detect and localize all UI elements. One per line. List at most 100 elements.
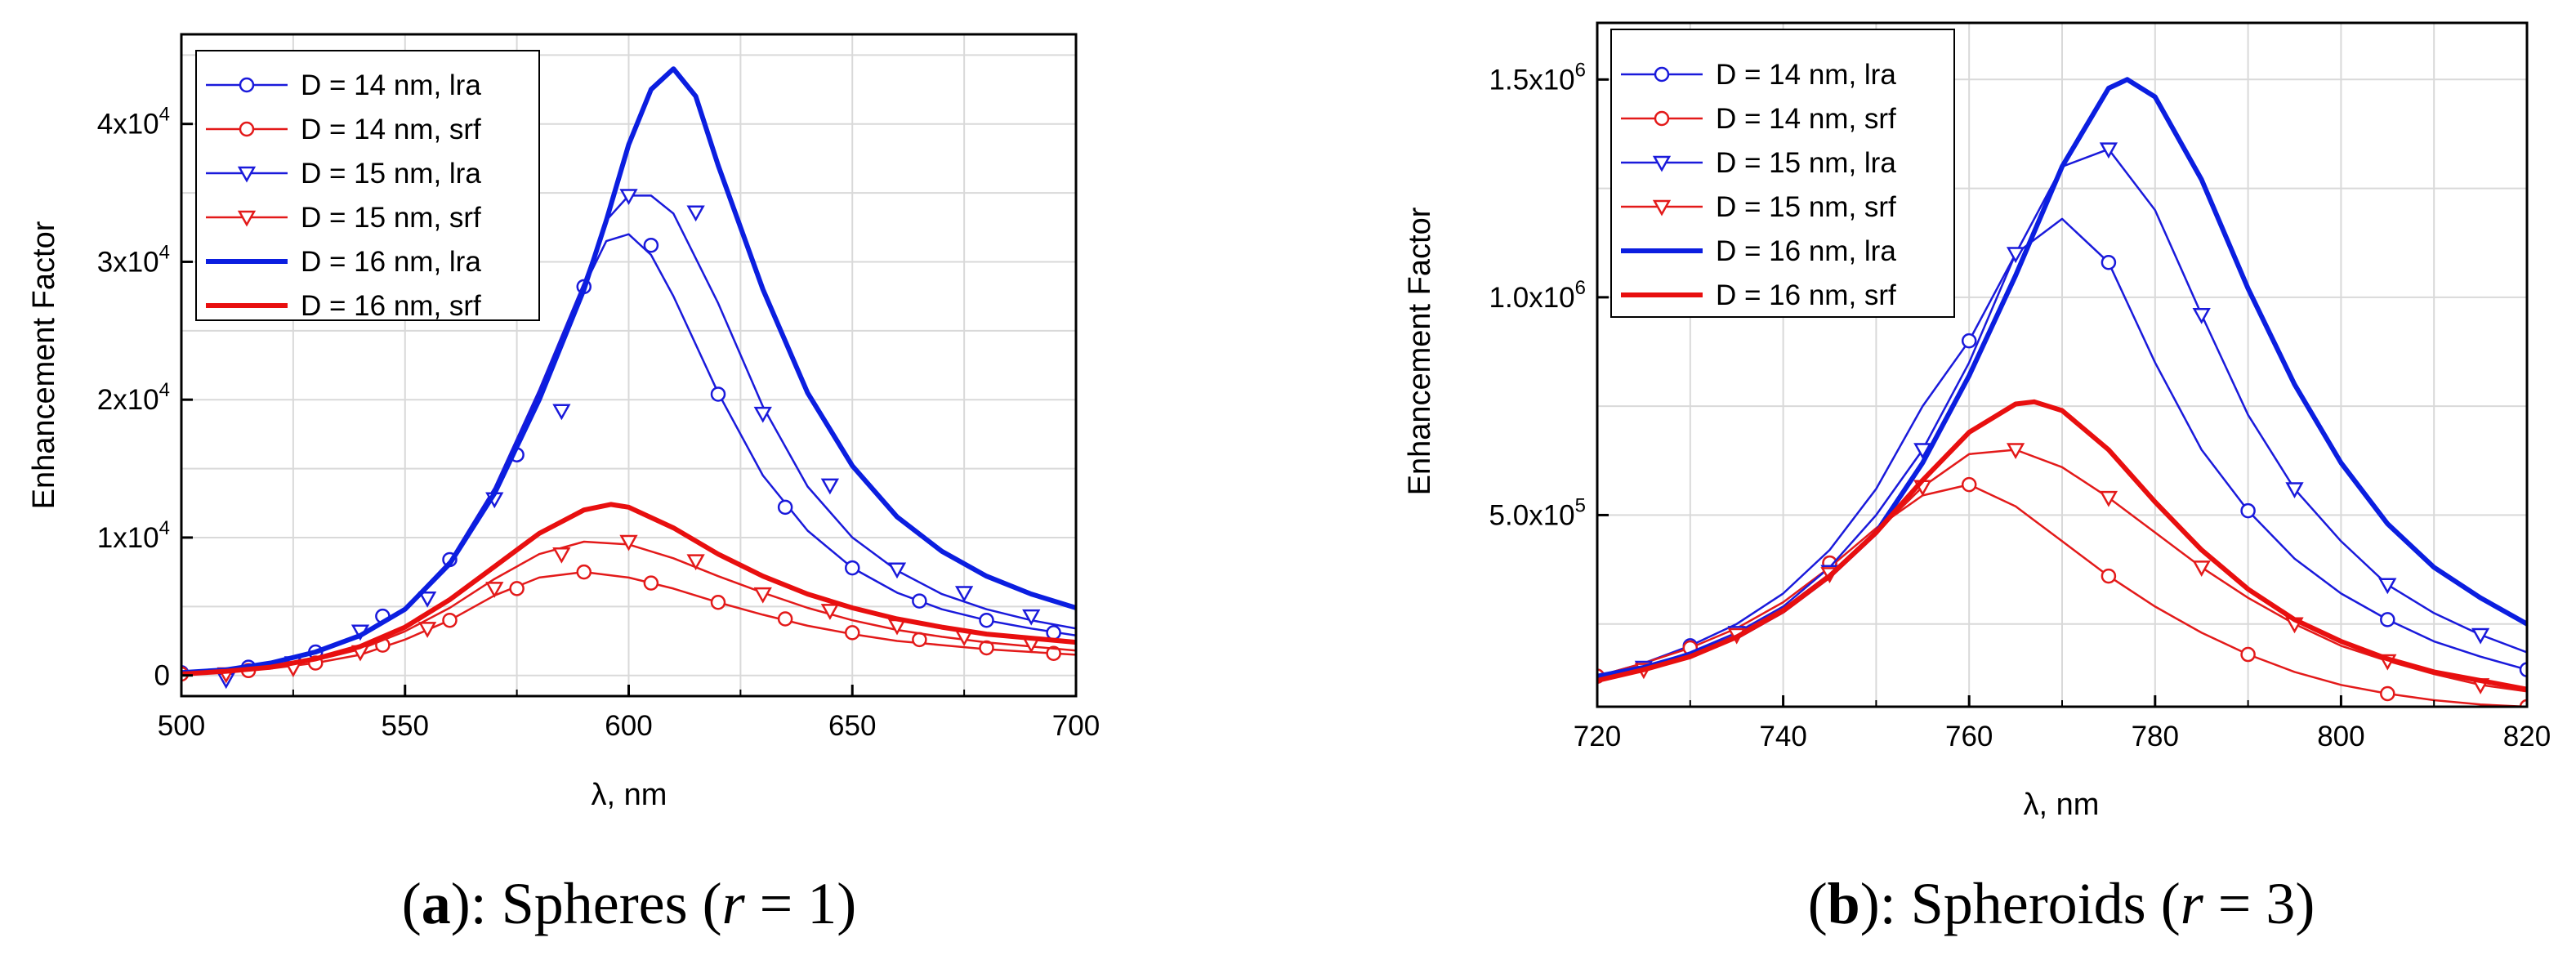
data-point-a-0 [912,593,927,609]
legend-marker [1652,199,1672,217]
x-tick-label: 600 [605,710,652,742]
legend-label: D = 14 nm, lra [1716,59,1896,91]
curves-a [181,66,1076,690]
legend-label: D = 15 nm, lra [301,158,481,190]
x-ticks-a: 500 550 600 650 700 [158,685,1100,742]
caption-b: (b): Spheroids (r = 3) [1808,871,2315,936]
x-tick-label: 820 [2503,721,2551,752]
legend-label: D = 16 nm, lra [1716,235,1896,267]
y-axis-label-a: Enhancement Factor [27,221,61,509]
data-point-a-1 [643,575,659,591]
data-point-b-2 [2006,247,2025,264]
series-line-b-5 [1597,399,2527,692]
data-point-b-1 [1961,476,1977,493]
data-point-b-2 [2192,307,2211,324]
data-point-a-2 [954,586,974,602]
data-point-a-1 [509,581,525,596]
caption-a-rest: = 1) [745,871,857,936]
data-point-b-2 [2378,578,2397,595]
data-point-a-1 [979,640,994,656]
legend-label: D = 15 nm, srf [301,202,481,234]
grid-a [181,34,1076,696]
caption-a-var: r [722,871,746,936]
data-point-a-2 [552,404,571,421]
data-point-b-2 [1913,443,1932,460]
series-line-a-5 [181,502,1076,676]
data-point-a-3 [552,547,571,564]
x-tick-label: 780 [2132,721,2179,752]
data-point-a-0 [643,237,659,253]
data-point-a-3 [619,534,638,551]
series-line-a-4 [181,66,1076,676]
data-point-b-3 [2192,560,2211,577]
y-tick-label: 4x104 [97,104,170,141]
data-point-a-2 [417,591,437,608]
legend-box-a [195,50,540,321]
data-point-b-0 [2380,612,2395,627]
legend-label: D = 15 nm, srf [1716,191,1896,223]
x-axis-label-b: λ, nm [2024,788,2100,822]
x-ticks-b: 720 740 760 780 800 820 [1574,695,2551,752]
data-point-a-2 [753,406,772,423]
data-point-a-0 [845,560,860,576]
data-point-a-0 [710,386,726,402]
series-line-b-1 [1597,483,2527,707]
data-point-a-1 [442,612,458,628]
data-point-a-1 [845,625,860,641]
y-tick-label: 1.5x106 [1489,59,1586,96]
x-tick-label: 550 [382,710,429,742]
panel-b-spheroids: 720 740 760 780 800 820 5.0x105 1.0x106 1.5x106… [1403,21,2551,936]
caption-b-open: ( [1808,871,1828,936]
legend-label: D = 14 nm, srf [1716,103,1896,135]
caption-a: (a): Spheres (r = 1) [402,871,857,936]
data-point-a-0 [777,499,793,516]
data-point-b-1 [2519,699,2527,707]
data-point-a-3 [485,582,504,598]
x-tick-label: 800 [2317,721,2364,752]
legend-marker [1654,110,1670,127]
series-line-b-0 [1597,217,2527,677]
x-tick-label: 700 [1052,710,1100,742]
data-point-a-2 [619,189,638,205]
data-point-b-2 [2285,482,2304,498]
legend-marker [239,121,255,137]
legend-a: D = 14 nm, lra D = 14 nm, srf D = 15 nm, l… [195,50,540,322]
caption-b-text: ): Spheroids ( [1860,871,2181,936]
x-tick-label: 740 [1759,721,1806,752]
data-point-a-1 [710,595,726,610]
caption-b-letter: b [1828,871,1860,936]
legend-b: D = 14 nm, lra D = 14 nm, srf D = 15 nm, l… [1610,29,1955,318]
y-axis-label-b: Enhancement Factor [1403,207,1437,495]
data-point-b-0 [2519,662,2527,677]
y-ticks-b: 5.0x105 1.0x106 1.5x106 [1489,59,1609,531]
data-point-a-3 [820,604,840,620]
data-point-b-2 [2471,627,2490,645]
legend-label: D = 16 nm, srf [301,290,481,322]
data-point-a-2 [1022,609,1041,626]
y-tick-label: 0 [154,660,170,692]
x-tick-label: 720 [1574,721,1621,752]
data-point-a-3 [753,587,772,604]
y-tick-label: 1x104 [97,517,170,554]
data-point-a-3 [417,622,437,638]
x-tick-label: 650 [828,710,876,742]
data-point-a-1 [777,611,793,627]
data-point-b-0 [2101,254,2117,270]
data-point-a-1 [1046,645,1061,661]
y-ticks-a: 0 1x104 2x104 3x104 4x104 [97,104,193,692]
data-point-b-3 [2099,490,2118,507]
legend-label: D = 14 nm, lra [301,69,481,101]
y-tick-label: 2x104 [97,379,170,416]
series-line-a-1 [181,570,1076,676]
data-point-a-2 [887,562,907,579]
caption-a-open: ( [402,871,422,936]
x-axis-label-a: λ, nm [592,778,667,812]
data-point-a-1 [576,564,592,580]
data-point-b-3 [2006,443,2025,460]
legend-label: D = 14 nm, srf [301,114,481,145]
data-point-a-2 [686,205,705,222]
panel-a-spheres: 500 550 600 650 700 0 1x104 2x104 3x104 4x104 En… [27,33,1100,936]
caption-a-text: ): Spheres ( [451,871,722,936]
data-point-b-1 [2380,685,2395,702]
